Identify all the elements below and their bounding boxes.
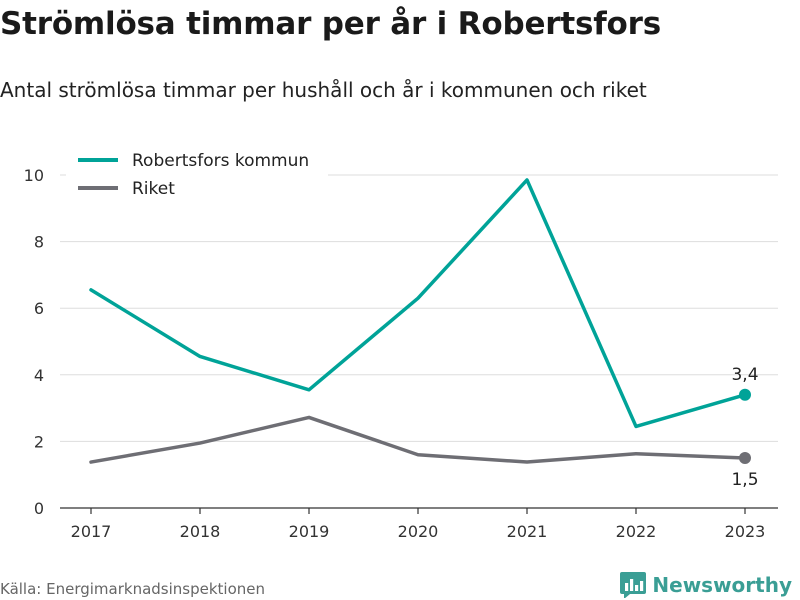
x-tick-label: 2021 [507, 522, 548, 541]
y-tick-label: 6 [34, 299, 44, 318]
y-tick-label: 2 [34, 432, 44, 451]
chart-subtitle: Antal strömlösa timmar per hushåll och å… [0, 78, 647, 102]
data-label: 1,5 [731, 470, 758, 490]
grid-lines [60, 174, 778, 442]
chart-title: Strömlösa timmar per år i Robertsfors [0, 6, 661, 42]
legend-box [66, 146, 328, 204]
x-tick-label: 2020 [398, 522, 439, 541]
x-tick-label: 2019 [289, 522, 330, 541]
series-line-0 [89, 178, 747, 429]
legend-label: Riket [132, 179, 175, 199]
legend-label: Robertsfors kommun [132, 151, 309, 171]
x-tick-label: 2017 [71, 522, 112, 541]
newsworthy-logo-icon [620, 572, 647, 598]
series-end-point-1 [739, 452, 751, 465]
brand-logo: Newsworthy [620, 572, 792, 598]
x-tick-label: 2023 [725, 522, 766, 541]
x-tick-label: 2018 [180, 522, 221, 541]
x-tick-label: 2022 [616, 522, 657, 541]
series-end-point-0 [739, 388, 751, 401]
brand-name: Newsworthy [652, 573, 792, 597]
series-group: 3,4 1,5 [89, 178, 759, 490]
data-label: 3,4 [731, 365, 758, 385]
y-tick-label: 4 [34, 366, 44, 385]
line-chart: 0 2 4 6 8 10 2017 2018 2019 2020 2021 2022 2023 3,4 1… [24, 146, 778, 541]
y-tick-label: 8 [34, 233, 44, 252]
legend: Robertsfors kommun Riket [66, 146, 328, 204]
axes: 0 2 4 6 8 10 2017 2018 2019 2020 2021 2022 2023 [24, 166, 778, 541]
source-note: Källa: Energimarknadsinspektionen [0, 580, 266, 598]
series-line-1 [89, 415, 747, 464]
y-tick-label: 0 [34, 499, 44, 518]
y-tick-label: 10 [24, 166, 44, 185]
